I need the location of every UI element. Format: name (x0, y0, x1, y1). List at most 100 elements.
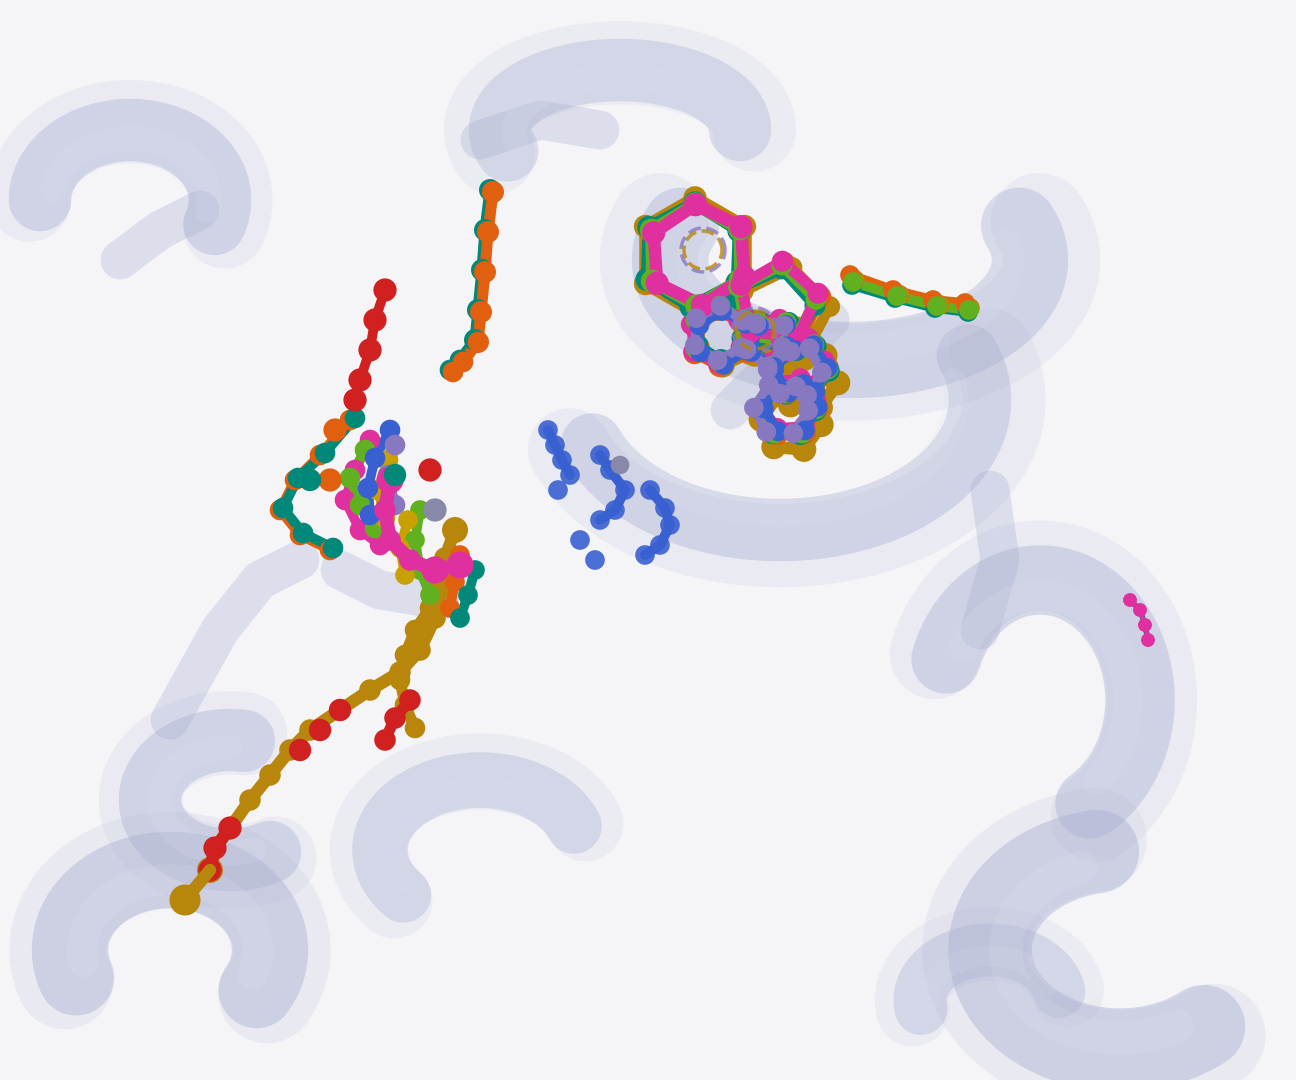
Point (770, 386, 791, 403)
Point (684, 303, 705, 321)
Point (640, 482, 661, 499)
Point (775, 384, 796, 402)
Point (710, 297, 731, 314)
Point (732, 312, 753, 329)
Point (691, 298, 712, 315)
Point (749, 400, 770, 417)
Point (358, 480, 378, 497)
Point (802, 377, 823, 394)
Point (757, 318, 778, 335)
Point (727, 274, 748, 292)
Point (420, 599, 441, 617)
Point (749, 401, 770, 418)
Point (324, 421, 345, 438)
Point (798, 329, 819, 347)
Point (781, 259, 802, 276)
Point (310, 721, 330, 739)
Point (748, 314, 769, 332)
Point (784, 334, 805, 351)
Point (734, 218, 754, 235)
Point (219, 820, 240, 837)
Point (814, 352, 835, 369)
Point (450, 546, 470, 564)
Point (404, 531, 425, 549)
Point (791, 370, 811, 388)
Point (763, 424, 784, 442)
Point (783, 341, 804, 359)
Point (364, 311, 385, 328)
Point (310, 446, 330, 463)
Point (465, 562, 486, 579)
Point (780, 336, 801, 353)
Point (771, 256, 792, 273)
Point (480, 181, 500, 199)
Point (840, 267, 861, 284)
Point (450, 609, 470, 626)
Point (713, 295, 734, 312)
Point (468, 334, 489, 351)
Point (285, 471, 306, 488)
Point (334, 491, 355, 509)
Point (743, 313, 763, 330)
Point (769, 386, 789, 403)
Point (450, 556, 470, 573)
Point (270, 501, 290, 518)
Point (757, 361, 778, 378)
Point (240, 792, 260, 809)
Point (280, 741, 301, 758)
Point (731, 218, 752, 235)
Point (635, 275, 656, 293)
Point (787, 321, 807, 338)
Point (775, 384, 796, 402)
Point (649, 537, 670, 554)
Point (710, 353, 731, 370)
Point (776, 316, 797, 334)
Point (465, 332, 486, 349)
Point (776, 386, 797, 403)
Point (774, 316, 794, 334)
Point (805, 402, 826, 419)
Point (732, 342, 753, 360)
Point (927, 297, 947, 314)
Point (684, 337, 705, 354)
Point (654, 499, 675, 516)
Point (804, 384, 824, 402)
Point (774, 254, 794, 271)
Point (959, 299, 980, 316)
Point (590, 446, 610, 463)
Point (439, 599, 460, 617)
Point (793, 350, 814, 367)
Point (746, 315, 767, 333)
Point (731, 314, 752, 332)
Point (842, 273, 863, 291)
Point (745, 316, 766, 334)
Point (776, 314, 797, 332)
Point (369, 537, 390, 554)
Point (757, 357, 778, 375)
Point (955, 295, 976, 312)
Point (394, 697, 415, 714)
Point (450, 351, 470, 368)
Point (710, 351, 731, 368)
Point (736, 326, 757, 343)
Point (684, 194, 705, 212)
Point (798, 402, 819, 419)
Point (644, 274, 665, 292)
Point (289, 741, 310, 758)
Point (811, 364, 832, 381)
Point (771, 260, 792, 278)
Point (445, 522, 465, 539)
Point (780, 396, 801, 414)
Point (315, 444, 336, 461)
Point (794, 422, 815, 440)
Point (445, 573, 465, 591)
Point (741, 313, 762, 330)
Point (756, 423, 776, 441)
Point (478, 224, 499, 241)
Point (778, 314, 798, 332)
Point (797, 387, 818, 404)
Point (784, 341, 805, 359)
Point (686, 311, 706, 328)
Point (375, 731, 395, 748)
Point (219, 820, 240, 837)
